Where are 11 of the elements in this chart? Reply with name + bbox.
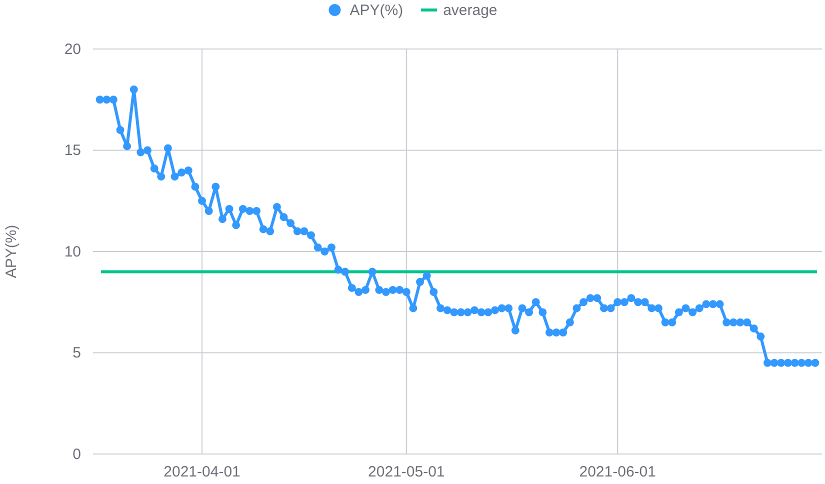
x-tick-label: 2021-06-01 — [579, 464, 656, 481]
y-tick-label: 0 — [72, 446, 81, 463]
x-tick-label: 2021-05-01 — [368, 464, 445, 481]
y-axis-title: APY(%) — [3, 224, 20, 278]
y-tick-label: 10 — [64, 243, 81, 260]
y-tick-label: 5 — [72, 344, 81, 362]
x-tick-label: 2021-04-01 — [164, 464, 240, 481]
y-tick-label: 20 — [64, 40, 81, 58]
legend-label: average — [443, 2, 498, 19]
y-tick-label: 15 — [64, 142, 81, 160]
legend-label: APY(%) — [350, 2, 404, 19]
